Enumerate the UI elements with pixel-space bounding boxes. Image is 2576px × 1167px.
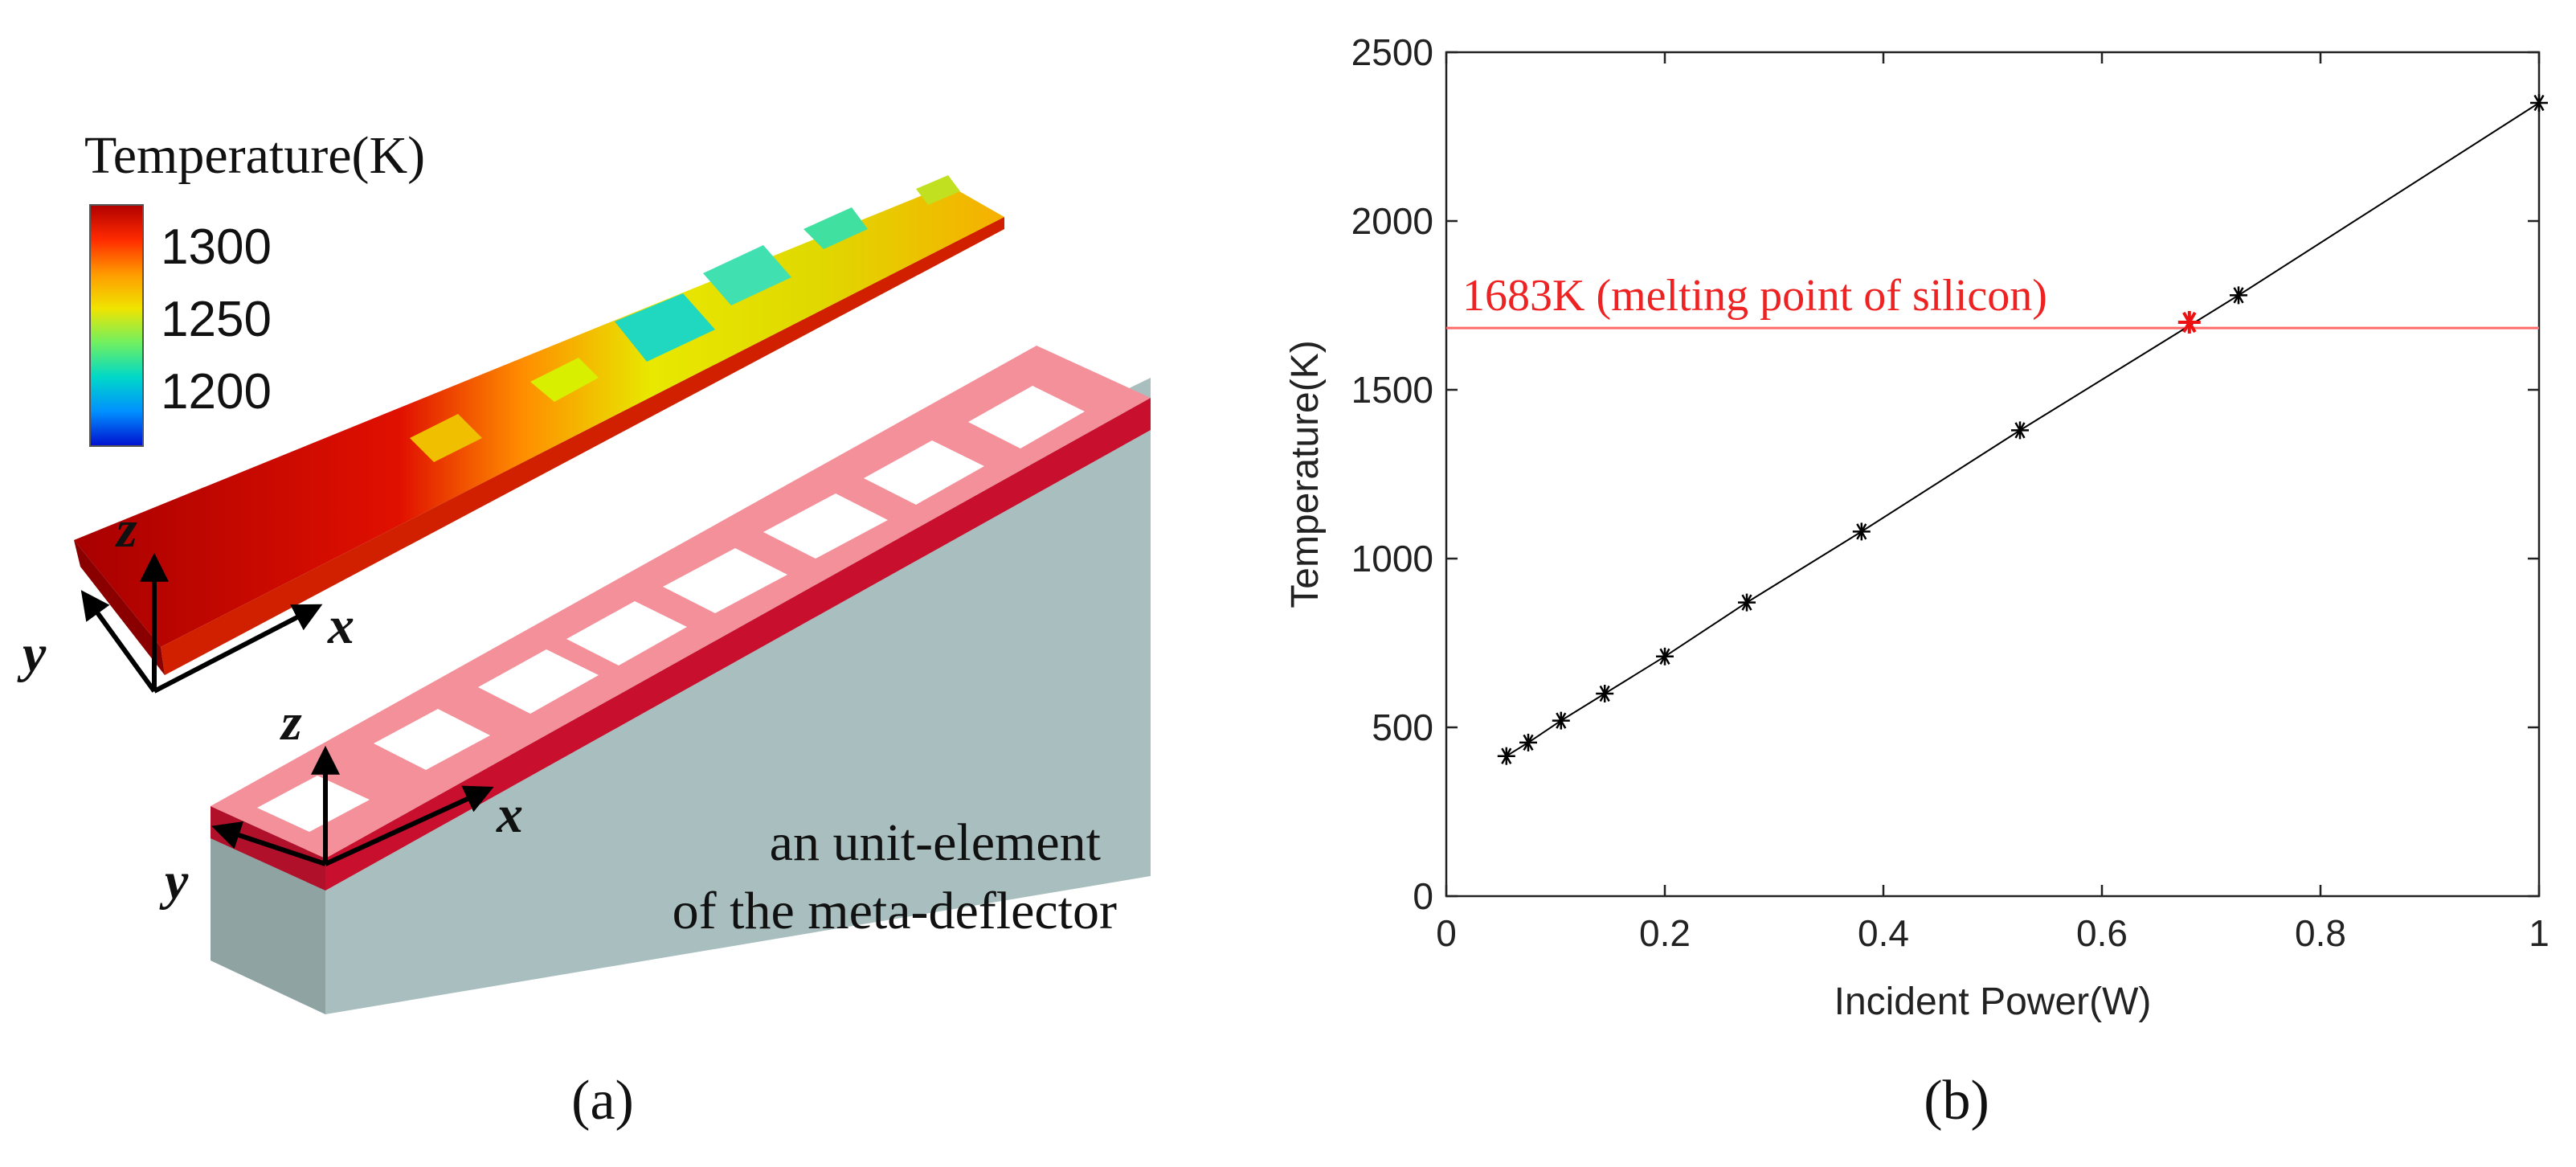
x-tick-label: 0.8: [2295, 912, 2346, 954]
colorbar-tick-1300: 1300: [161, 219, 272, 275]
reference-line-label: 1683K (melting point of silicon): [1462, 271, 2047, 321]
data-point: [1656, 647, 1674, 665]
melting-point-marker: [2177, 311, 2201, 334]
y-tick-label: 500: [1372, 706, 1433, 748]
x-tick-label: 0.4: [1858, 912, 1909, 954]
unit-element: [211, 346, 1151, 1014]
data-point: [1852, 522, 1871, 541]
bottom-axis-x: x: [496, 785, 523, 844]
data-point: [1519, 733, 1537, 751]
data-point: [2230, 286, 2247, 305]
caption-line-2: of the meta-deflector: [673, 882, 1117, 940]
x-axis-label: Incident Power(W): [1834, 981, 2152, 1023]
x-tick-label: 0.6: [2076, 912, 2128, 954]
plot-frame: [1445, 51, 2541, 898]
data-point: [2011, 421, 2029, 440]
colorbar: [89, 204, 144, 447]
panel-b-label: (b): [1924, 1070, 1989, 1132]
colorbar-tick-1200: 1200: [161, 364, 272, 420]
top-axis-y: y: [17, 624, 47, 683]
top-axis-z: z: [115, 500, 137, 559]
y-tick-label: 2500: [1351, 31, 1433, 73]
series-line: [1506, 102, 2540, 757]
top-axes: z x y: [17, 500, 354, 694]
data-point: [1497, 747, 1515, 765]
x-tick-label: 0: [1436, 912, 1457, 954]
top-axis-x: x: [327, 596, 354, 655]
caption-line-1: an unit-element: [770, 813, 1101, 872]
colorbar-tick-1250: 1250: [161, 292, 272, 347]
bottom-axes: z x y: [159, 693, 523, 911]
x-tick-label: 1: [2529, 912, 2549, 954]
panel-a-label: (a): [571, 1070, 634, 1132]
y-axis-label: Temperature(K): [1284, 340, 1327, 608]
data-point: [1596, 685, 1614, 702]
bottom-axis-z: z: [280, 693, 302, 751]
x-tick-label: 0.2: [1639, 912, 1691, 954]
y-tick-label: 0: [1413, 875, 1433, 917]
heated-beam: [74, 175, 1004, 675]
y-tick-label: 1000: [1351, 538, 1433, 579]
panel-a: Temperature(K) 1300 1250 1200 z x y: [17, 126, 1151, 1132]
temperature-chart: 0 0.2 0.4 0.6 0.8 1 0 500 1000 1500 2000 2500 Incide…: [1284, 31, 2549, 1023]
data-point: [1552, 711, 1570, 730]
colorbar-title: Temperature(K): [84, 126, 425, 185]
y-tick-label: 2000: [1351, 200, 1433, 242]
bottom-axis-y: y: [159, 852, 189, 911]
data-point: [1738, 593, 1756, 612]
y-tick-label: 1500: [1351, 369, 1433, 411]
data-point: [2530, 94, 2548, 112]
panel-b: 0 0.2 0.4 0.6 0.8 1 0 500 1000 1500 2000 2500 Incide…: [1284, 31, 2549, 1132]
